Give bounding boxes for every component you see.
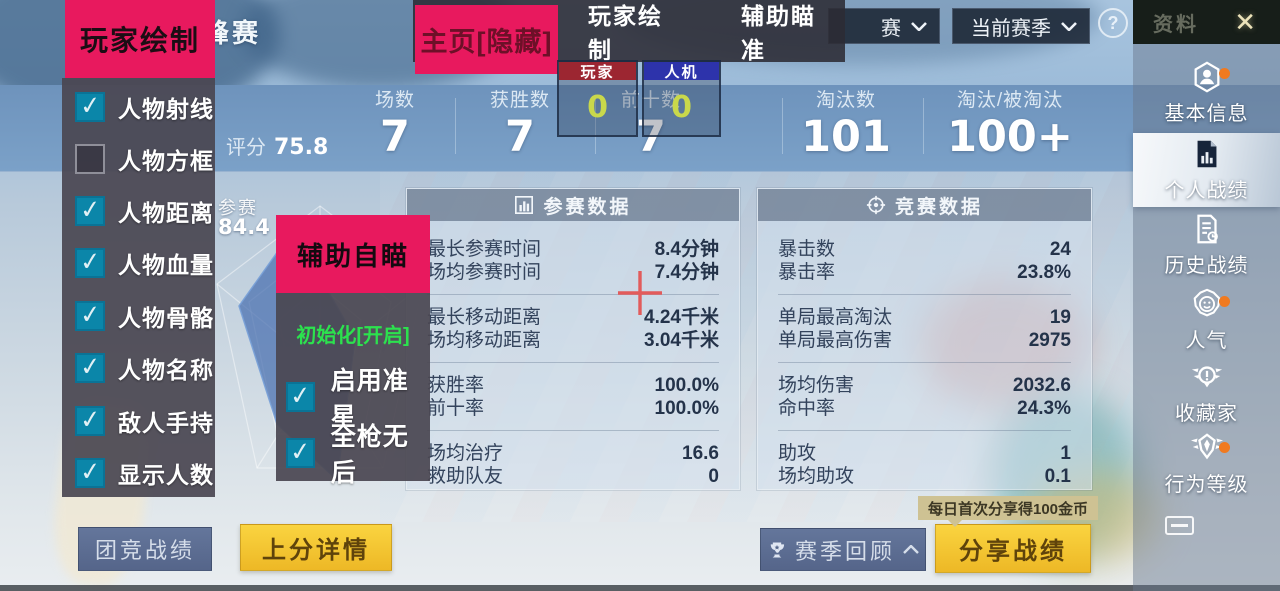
checkbox-row[interactable]: 人物血量 [75, 245, 214, 281]
stat-kills: 淘汰数 101 [801, 90, 891, 162]
sidebar-title: 资料 [1153, 13, 1199, 36]
sidebar: 基本信息 个人战绩 历史战绩 [1133, 0, 1280, 591]
checkbox-row[interactable]: 启用准星 [286, 367, 430, 431]
stat-group: 最长移动距离 4.24千米 场均移动距离 3.04千米 [427, 294, 719, 362]
season-review-button[interactable]: 赛季回顾 [760, 528, 926, 571]
checkbox[interactable] [75, 196, 105, 226]
sidebar-item-history-stats[interactable]: 历史战绩 [1133, 210, 1280, 280]
stat-group: 最长参赛时间 8.4分钟 场均参赛时间 7.4分钟 [427, 239, 719, 283]
chevron-up-icon [903, 545, 919, 554]
checkbox-row[interactable]: 人物骨骼 [75, 298, 214, 334]
team-stats-button[interactable]: 团竞战绩 [78, 527, 212, 571]
stat-group: 场均伤害 2032.6 命中率 24.3% [778, 362, 1071, 430]
radar-value: 84.4 [218, 215, 270, 239]
aim-assist-panel: 初始化[开启] 启用准星 全枪无后 [276, 293, 430, 487]
collector-badge-icon [1191, 366, 1222, 388]
cheat-tab-aim-assist[interactable]: 辅助瞄准 [741, 3, 816, 63]
stat-matches: 场数 7 [374, 90, 415, 162]
notification-dot [1219, 442, 1230, 453]
sidebar-item-popularity[interactable]: 人气 [1133, 286, 1280, 354]
cheat-tab-player-draw[interactable]: 玩家绘制 [588, 3, 663, 63]
crosshair-icon [618, 271, 662, 315]
player-kill-counter: 玩家 0 [557, 60, 638, 137]
checkbox[interactable] [75, 458, 105, 488]
counter-header: 玩家 [559, 62, 636, 81]
bar-chart-icon [515, 196, 534, 214]
checkbox-row[interactable]: 人物方框 [75, 141, 214, 177]
notification-dot [1219, 296, 1230, 307]
mode-dropdown[interactable]: 赛 [828, 8, 940, 44]
season-dropdown[interactable]: 当前赛季 [952, 8, 1090, 44]
checkbox[interactable] [75, 92, 105, 122]
checkbox[interactable] [75, 248, 105, 278]
target-icon [866, 195, 886, 215]
checkbox[interactable] [286, 438, 315, 468]
stat-group: 获胜率 100.0% 前十率 100.0% [427, 362, 719, 430]
player-draw-panel: 人物射线 人物方框 人物距离 人物血量 人物骨骼 人物名称 敌人手持 显示人数 [62, 78, 215, 497]
panel-header: 竞赛数据 [758, 189, 1091, 221]
history-document-icon [1196, 214, 1218, 244]
share-tooltip: 每日首次分享得100金币 [918, 496, 1098, 527]
sidebar-item-basic-info[interactable]: 基本信息 [1133, 58, 1280, 128]
mode-dropdown-label: 赛 [881, 17, 901, 40]
checkbox[interactable] [286, 382, 315, 412]
stat-group: 暴击数 24 暴击率 23.8% [778, 239, 1071, 283]
share-stats-button[interactable]: 分享战绩 [935, 524, 1091, 573]
sidebar-item-collector[interactable]: 收藏家 [1133, 358, 1280, 428]
season-dropdown-label: 当前赛季 [971, 17, 1051, 40]
profile-hexagon-icon [1194, 61, 1219, 93]
chevron-down-icon [1061, 21, 1077, 31]
checkbox-row[interactable]: 敌人手持 [75, 403, 214, 439]
sidebar-item-behavior-level[interactable]: 行为等级 [1133, 428, 1280, 500]
chevron-down-icon [911, 21, 927, 31]
checkbox-row[interactable]: 全枪无后 [286, 423, 430, 487]
checkbox[interactable] [75, 353, 105, 383]
sidebar-topbar: 资料 ✕ [1133, 0, 1280, 44]
sidebar-item-personal-stats[interactable]: 个人战绩 [1133, 133, 1280, 207]
behavior-shield-icon [1190, 433, 1223, 460]
counter-value: 0 [671, 90, 692, 125]
close-icon[interactable]: ✕ [1234, 7, 1256, 37]
bottom-edge [0, 585, 1280, 591]
stat-group: 场均治疗 16.6 救助队友 0 [427, 430, 719, 498]
stat-group: 单局最高淘汰 19 单局最高伤害 2975 [778, 294, 1071, 362]
counter-value: 0 [587, 90, 608, 125]
checkbox-row[interactable]: 人物距离 [75, 193, 214, 229]
cheat-home-hide-button[interactable]: 主页[隐藏] [415, 5, 558, 74]
checkbox[interactable] [75, 301, 105, 331]
divider [595, 98, 596, 154]
init-status-text[interactable]: 初始化[开启] [296, 325, 410, 347]
stat-wins: 获胜数 7 [489, 90, 550, 162]
popularity-face-icon [1193, 288, 1220, 317]
divider [923, 98, 924, 154]
notification-dot [1219, 68, 1230, 79]
score: 评分 75.8 [226, 135, 329, 160]
divider [782, 98, 783, 154]
cheat-menu-bar: 玩家绘制 辅助瞄准 [413, 0, 845, 63]
participation-data-panel: 参赛数据 最长参赛时间 8.4分钟 场均参赛时间 7.4分钟 最长移动距离 4.24千… [406, 188, 740, 490]
checkbox[interactable] [75, 406, 105, 436]
stat-group: 助攻 1 场均助攻 0.1 [778, 430, 1071, 498]
player-draw-panel-title[interactable]: 玩家绘制 [65, 0, 215, 78]
card-icon[interactable] [1165, 516, 1194, 535]
aim-assist-panel-title[interactable]: 辅助自瞄 [276, 215, 430, 293]
help-icon[interactable]: ? [1098, 8, 1128, 38]
stats-document-icon [1197, 140, 1216, 168]
competition-data-panel: 竞赛数据 暴击数 24 暴击率 23.8% 单局最高淘汰 19 单局最高伤害 2975 … [757, 188, 1092, 490]
stat-kd: 淘汰/被淘汰 100+ [947, 90, 1073, 162]
bot-kill-counter: 人机 0 [642, 60, 721, 137]
panel-header: 参赛数据 [407, 189, 739, 221]
trophy-icon [770, 542, 785, 557]
checkbox-row[interactable]: 显示人数 [75, 455, 214, 491]
stat-top10: 前十数 7 [620, 90, 681, 162]
radar-label: 参赛 [218, 198, 258, 218]
divider [455, 98, 456, 154]
counter-header: 人机 [644, 62, 719, 81]
checkbox-row[interactable]: 人物名称 [75, 350, 214, 386]
score-value: 75.8 [274, 135, 329, 160]
checkbox-row[interactable]: 人物射线 [75, 89, 214, 125]
checkbox[interactable] [75, 144, 105, 174]
rank-details-button[interactable]: 上分详情 [240, 524, 392, 571]
